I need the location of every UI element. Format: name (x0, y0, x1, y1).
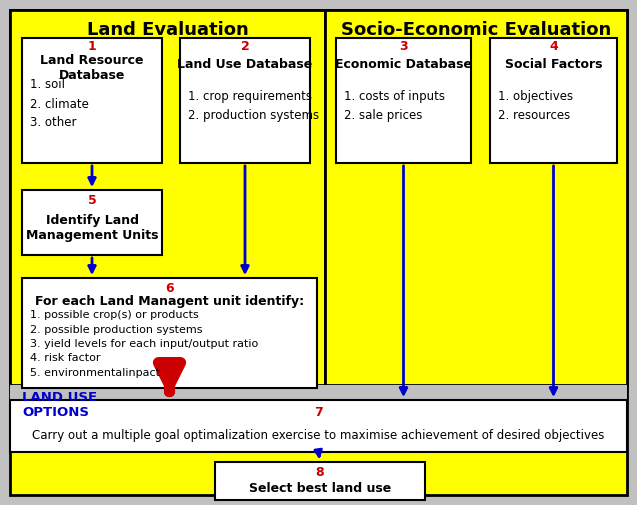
Bar (490, 38, 617, 163)
Bar (215, 462, 425, 500)
Text: Carry out a multiple goal optimalization exercise to maximise achievement of des: Carry out a multiple goal optimalization… (32, 429, 605, 441)
Bar (10, 385, 627, 400)
Bar (22, 190, 162, 255)
Bar (10, 10, 325, 385)
Text: For each Land Managent unit identify:: For each Land Managent unit identify: (35, 295, 304, 309)
Text: LAND USE
OPTIONS: LAND USE OPTIONS (22, 391, 97, 419)
Bar (336, 38, 471, 163)
Text: 3: 3 (399, 40, 408, 54)
Text: Select best land use: Select best land use (249, 482, 391, 495)
Text: Land Resource
Database: Land Resource Database (40, 54, 144, 82)
Text: 5: 5 (88, 194, 96, 208)
Text: Land Evaluation: Land Evaluation (87, 21, 248, 39)
Text: 4: 4 (549, 40, 558, 54)
Text: Socio-Economic Evaluation: Socio-Economic Evaluation (341, 21, 611, 39)
Text: Social Factors: Social Factors (505, 58, 602, 71)
Bar (180, 38, 310, 163)
Text: 1. soil
2. climate
3. other: 1. soil 2. climate 3. other (30, 78, 89, 129)
Text: 1. crop requirements
2. production systems: 1. crop requirements 2. production syste… (188, 90, 319, 122)
Text: Economic Database: Economic Database (335, 58, 472, 71)
Bar (22, 278, 317, 388)
Text: Identify Land
Management Units: Identify Land Management Units (25, 214, 158, 242)
Text: 7: 7 (314, 407, 323, 420)
Bar (22, 38, 162, 163)
Text: 1. costs of inputs
2. sale prices: 1. costs of inputs 2. sale prices (344, 90, 445, 122)
Text: 6: 6 (165, 281, 174, 294)
Text: 2: 2 (241, 40, 249, 54)
Text: 1. objectives
2. resources: 1. objectives 2. resources (498, 90, 573, 122)
Text: 1. possible crop(s) or products
2. possible production systems
3. yield levels f: 1. possible crop(s) or products 2. possi… (30, 310, 258, 378)
Bar (10, 400, 627, 452)
Text: 1: 1 (88, 40, 96, 54)
Text: Land Use Database: Land Use Database (177, 58, 313, 71)
Bar (325, 10, 627, 385)
Text: 8: 8 (316, 467, 324, 480)
